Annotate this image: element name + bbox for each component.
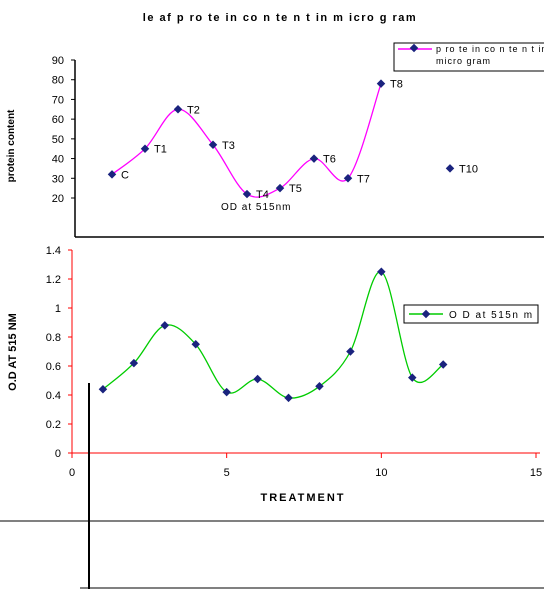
bottom-x-tick-label: 0 [69,467,75,479]
top-y-axis-label: protein content [6,109,17,182]
bottom-data-point [408,373,417,382]
bottom-y-tick-label: 0 [55,448,61,460]
top-point-label: T7 [357,173,370,185]
bottom-data-point [98,384,108,394]
bottom-data-point [438,360,448,369]
top-chart-title: le af p ro te in co n te n t in m icro g… [143,12,417,24]
top-point-label: T4 [256,189,269,201]
bottom-x-tick-label: 5 [224,467,230,479]
bottom-data-point [222,387,231,397]
top-data-point [107,170,117,179]
top-data-point [140,144,150,153]
top-data-point [242,189,252,199]
top-series-line [111,83,382,198]
bottom-data-point [377,267,386,276]
bottom-y-tick-label: 1 [55,303,61,315]
top-point-label: T6 [323,154,336,166]
top-plot-clip [76,198,544,236]
bottom-y-tick-label: 1.4 [46,245,61,257]
bottom-x-tick-label: 15 [530,467,542,479]
top-point-label: T3 [222,140,235,152]
bottom-x-tick-label: 10 [375,467,387,479]
top-legend-box [393,42,544,72]
bottom-data-point [253,374,262,384]
bottom-legend-label: O D at 515n m [449,310,534,321]
top-y-tick-label: 60 [52,114,64,126]
top-y-tick-label: 70 [52,94,64,106]
top-y-tick-label: 30 [52,173,64,185]
bottom-y-tick-label: 0.4 [46,390,61,402]
top-y-tick-label: 90 [52,55,64,67]
top-point-label: T8 [390,79,403,91]
bottom-data-point [160,321,170,330]
top-y-tick-label: 40 [52,154,64,166]
bottom-y-tick-label: 0.2 [46,419,61,431]
top-point-label: C [121,169,129,181]
top-point-label: T5 [289,183,302,195]
bottom-y-tick-label: 0.8 [46,332,61,344]
bottom-y-tick-label: 1.2 [46,274,61,286]
top-data-point [208,140,218,150]
top-y-tick-label: 80 [52,75,64,87]
top-point-label: T1 [154,144,167,156]
bottom-data-point [191,340,200,349]
bottom-data-point [284,393,293,403]
top-legend-label-2: micro gram [436,56,491,66]
bottom-data-point [315,382,324,391]
bottom-x-axis-label: TREATMENT [260,492,345,504]
bottom-y-axis-label: O.D AT 515 NM [7,313,19,391]
top-data-point [309,154,319,163]
top-point-label: T10 [459,163,478,175]
bottom-series-line [102,271,444,399]
bottom-legend-marker [421,309,431,319]
bottom-legend-box [403,304,539,324]
top-y-tick-label: 20 [52,193,64,205]
top-legend-label-1: p ro te in co n te n t in [436,44,544,54]
top-data-point [343,174,353,183]
top-legend-marker [409,43,419,53]
bottom-data-point [346,347,355,356]
bottom-y-tick-label: 0.6 [46,361,61,373]
top-annotation: OD at 515nm [221,202,291,213]
bottom-data-point [129,358,139,368]
top-point-label: T2 [187,104,200,116]
top-data-point [445,164,455,173]
top-data-point [275,183,285,193]
top-data-point [173,105,183,114]
top-y-tick-label: 50 [52,134,64,146]
top-data-point [376,79,386,88]
